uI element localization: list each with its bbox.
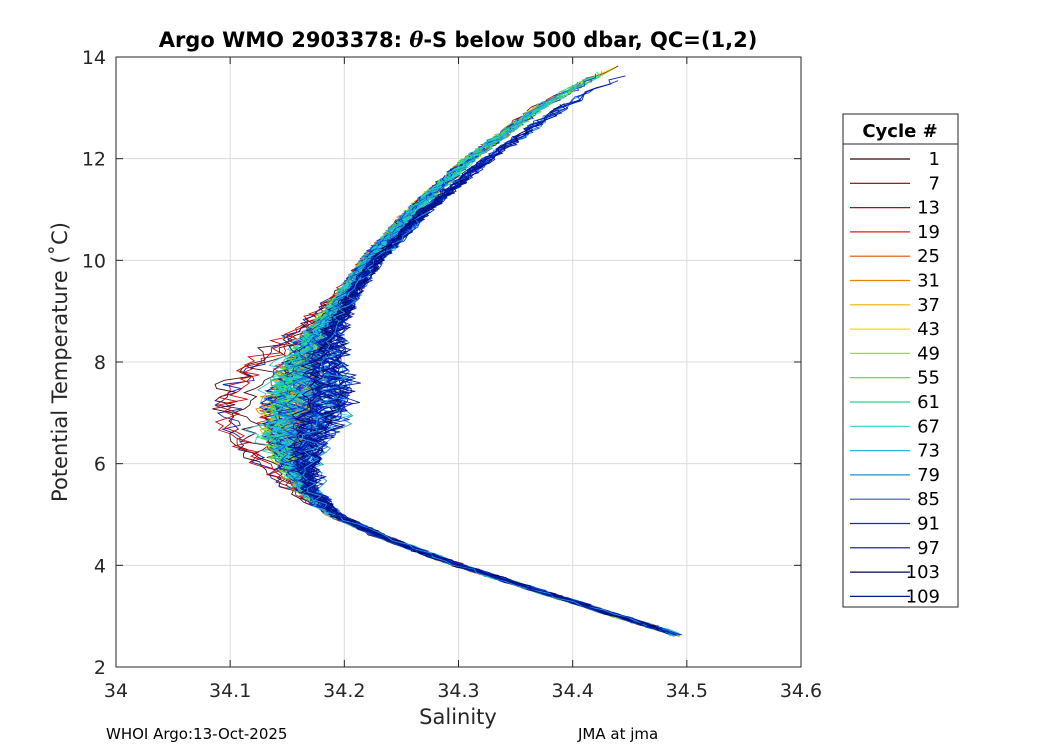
- x-tick-label: 34.4: [552, 680, 594, 702]
- x-tick-label: 34.1: [209, 680, 251, 702]
- y-tick-label: 10: [82, 250, 106, 272]
- chart-title-prefix: Argo WMO 2903378:: [159, 28, 410, 52]
- profile-curves: [212, 65, 683, 637]
- y-tick-label: 2: [94, 657, 106, 679]
- profile-curve: [301, 210, 648, 627]
- y-tick-label: 12: [82, 149, 106, 171]
- x-tick-label: 34: [104, 680, 128, 702]
- y-axis-label: Potential Temperature (˚C): [48, 222, 72, 502]
- legend-label: 37: [917, 295, 940, 316]
- x-tick-label: 34.6: [780, 680, 822, 702]
- legend-label: 103: [906, 562, 940, 583]
- legend-label: 1: [929, 149, 940, 170]
- legend-label: 91: [917, 514, 940, 535]
- y-tick-label: 8: [94, 352, 106, 374]
- profile-curve: [295, 199, 676, 636]
- legend-box: [842, 113, 959, 608]
- legend-label: 31: [917, 271, 940, 292]
- legend-label: 7: [929, 173, 940, 194]
- x-axis-label: Salinity: [419, 705, 497, 729]
- legend: Cycle # 1 7 13 19 25 31 37 43 49 55 61 67 73 79 85 91 97…: [842, 113, 959, 608]
- legend-items: 1 7 13 19 25 31 37 43 49 55 61 67 73 79 85 91 97 103 109: [850, 149, 940, 607]
- x-tick-label: 34.5: [666, 680, 708, 702]
- legend-label: 49: [917, 343, 940, 364]
- legend-label: 97: [917, 538, 940, 559]
- legend-title: Cycle #: [862, 121, 937, 142]
- legend-label: 73: [917, 441, 940, 462]
- profile-curve: [300, 104, 662, 630]
- chart-title: Argo WMO 2903378: θ-S below 500 dbar, QC…: [159, 27, 758, 52]
- x-tick-label: 34.2: [323, 680, 365, 702]
- footer-credit: JMA at jma: [578, 725, 659, 743]
- y-tick-label: 6: [94, 454, 106, 476]
- legend-label: 67: [917, 416, 940, 437]
- profile-curve: [293, 83, 653, 630]
- chart-title-symbol: θ: [409, 27, 423, 52]
- legend-label: 25: [917, 246, 940, 267]
- legend-label: 19: [917, 222, 940, 243]
- x-tick-label: 34.3: [437, 680, 479, 702]
- axis-ticks: 34 34.1 34.2 34.3 34.4 34.5 34.6 2 4 6 8 10 12 14: [82, 47, 822, 702]
- legend-label: 13: [917, 198, 940, 219]
- footer-source: WHOI Argo:13-Oct-2025: [106, 725, 288, 743]
- profile-curve: [287, 170, 669, 635]
- profile-curve: [303, 200, 666, 633]
- y-tick-label: 14: [82, 47, 106, 69]
- legend-label: 109: [906, 586, 940, 607]
- legend-label: 61: [917, 392, 940, 413]
- chart-title-suffix: -S below 500 dbar, QC=(1,2): [423, 28, 757, 52]
- y-tick-label: 4: [94, 555, 106, 577]
- legend-label: 55: [917, 368, 940, 389]
- legend-label: 79: [917, 465, 940, 486]
- legend-label: 43: [917, 319, 940, 340]
- legend-label: 85: [917, 489, 940, 510]
- profile-curve: [305, 202, 660, 627]
